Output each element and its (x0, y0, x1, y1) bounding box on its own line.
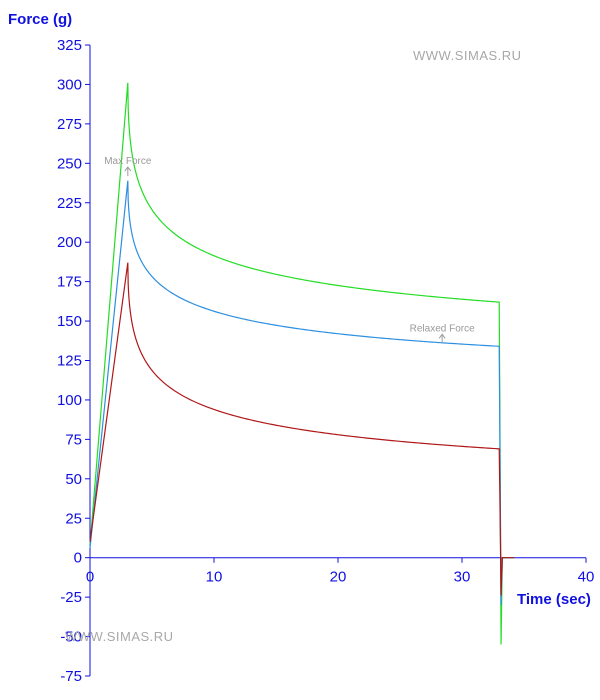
annotation-arrowhead (124, 166, 132, 172)
x-tick-label: 20 (330, 569, 347, 586)
series-line-2 (89, 180, 515, 606)
annotation-label: Relaxed Force (410, 323, 475, 334)
y-tick-label: 200 (57, 234, 82, 251)
y-tick-label: 100 (57, 392, 82, 409)
annotation-layer: Max Force Relaxed Force (104, 156, 475, 344)
y-tick-label: 125 (57, 353, 82, 370)
annotation-arrowhead (438, 333, 446, 339)
y-axis-title: Force (g) (8, 11, 72, 28)
x-tick-label: 40 (578, 569, 595, 586)
y-tick-label: 150 (57, 313, 82, 330)
y-tick-label: 75 (65, 431, 82, 448)
y-tick-label: 300 (57, 76, 82, 93)
series-layer (89, 82, 515, 645)
x-tick-label: 30 (454, 569, 471, 586)
x-axis-title: Time (sec) (517, 591, 591, 608)
y-tick-label: 325 (57, 37, 82, 54)
y-tick-label: 175 (57, 274, 82, 291)
y-tick-label: -25 (60, 589, 82, 606)
annotation-label: Max Force (104, 156, 152, 167)
y-tick-label: 0 (74, 550, 82, 567)
y-axis-ticks: 3253002752502252001751501251007550250-25… (57, 37, 90, 685)
series-line-3 (89, 262, 515, 596)
series-line-1 (89, 82, 515, 645)
x-axis-ticks: 0 10 20 30 40 (86, 557, 595, 586)
watermark-top: WWW.SIMAS.RU (413, 48, 522, 63)
x-tick-label: 10 (206, 569, 223, 586)
y-tick-label: 225 (57, 195, 82, 212)
x-tick-label: 0 (86, 569, 94, 586)
y-tick-label: 250 (57, 155, 82, 172)
y-tick-label: -50 (60, 629, 82, 646)
y-tick-label: -75 (60, 668, 82, 685)
y-tick-label: 25 (65, 510, 82, 527)
y-tick-label: 50 (65, 471, 82, 488)
watermark-bottom: WWW.SIMAS.RU (65, 629, 174, 644)
y-tick-label: 275 (57, 116, 82, 133)
